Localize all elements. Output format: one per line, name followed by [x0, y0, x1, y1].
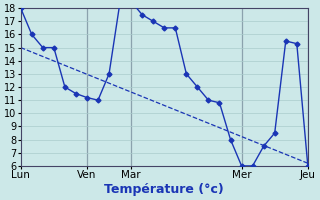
X-axis label: Température (°c): Température (°c)	[104, 183, 224, 196]
